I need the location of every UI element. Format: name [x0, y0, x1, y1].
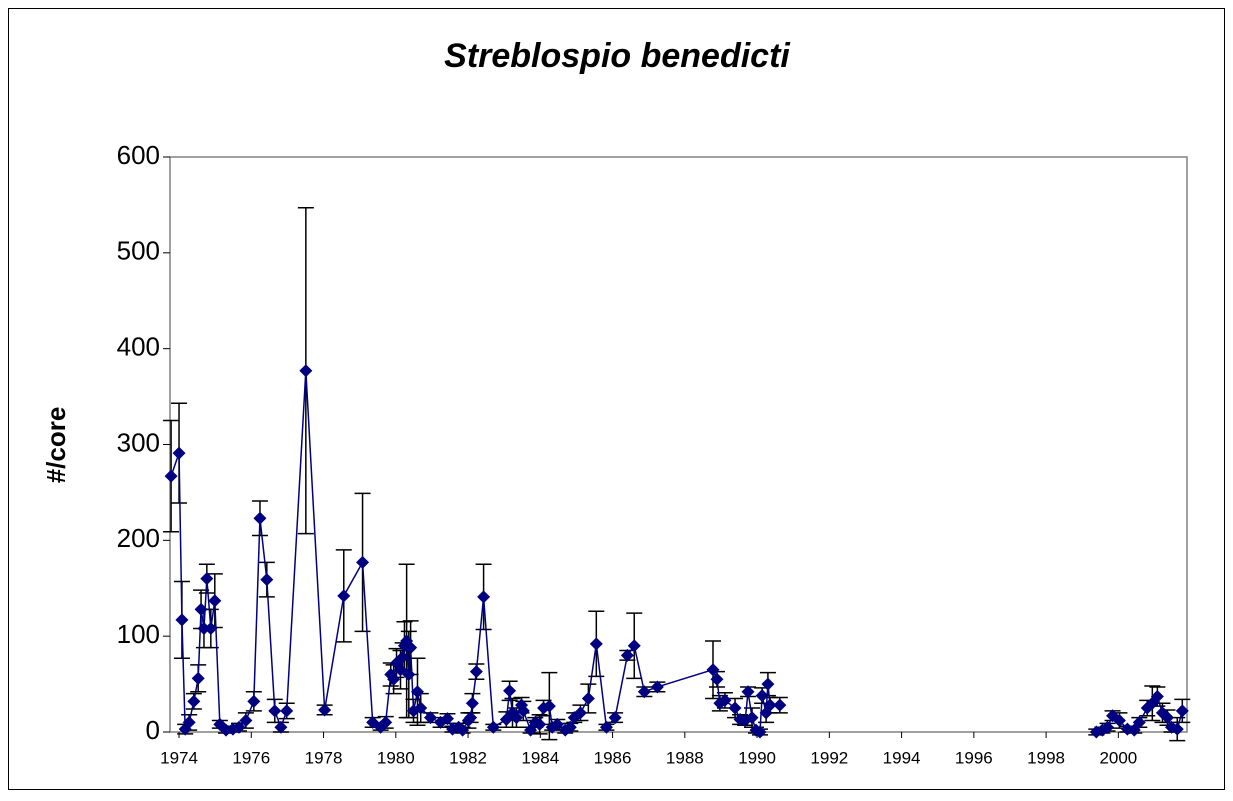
- data-point: [563, 720, 577, 734]
- x-tick-label: 1998: [1027, 748, 1065, 767]
- data-point: [503, 684, 517, 698]
- data-point: [608, 711, 622, 725]
- data-point: [550, 717, 564, 731]
- data-point: [387, 672, 401, 686]
- data-point: [763, 698, 777, 712]
- y-tick-label: 300: [117, 427, 160, 457]
- data-point: [404, 641, 418, 655]
- data-point: [280, 704, 294, 718]
- data-point: [573, 706, 587, 720]
- data-point: [710, 672, 724, 686]
- y-tick-label: 0: [146, 715, 160, 745]
- data-point: [191, 671, 205, 685]
- y-axis-label: #/core: [41, 407, 71, 484]
- data-point: [755, 689, 769, 703]
- data-point: [396, 650, 410, 664]
- data-point: [1170, 722, 1184, 736]
- data-point: [620, 648, 634, 662]
- data-point: [268, 704, 282, 718]
- data-point: [486, 720, 500, 734]
- y-tick-label: 600: [117, 140, 160, 170]
- data-point: [728, 701, 742, 715]
- data-point: [533, 717, 547, 731]
- data-point: [499, 713, 513, 727]
- data-point: [773, 698, 787, 712]
- data-point: [414, 701, 428, 715]
- data-point: [204, 622, 218, 635]
- data-point: [1101, 720, 1115, 734]
- y-tick-label: 100: [117, 619, 160, 649]
- data-point: [516, 704, 530, 718]
- data-point: [637, 685, 651, 699]
- x-tick-label: 1984: [521, 748, 559, 767]
- data-point: [1112, 714, 1126, 727]
- x-tick-label: 1976: [232, 748, 270, 767]
- x-tick-label: 1988: [666, 748, 704, 767]
- data-point: [239, 714, 253, 727]
- x-tick-label: 1974: [160, 748, 198, 767]
- data-point: [299, 364, 313, 378]
- data-point: [456, 723, 470, 737]
- plot-area: [169, 156, 1188, 733]
- x-tick-label: 1982: [449, 748, 487, 767]
- data-point: [253, 511, 267, 525]
- data-point: [753, 725, 767, 739]
- data-point: [465, 696, 479, 710]
- x-tick-label: 1994: [883, 748, 921, 767]
- data-point: [410, 685, 424, 699]
- y-tick-label: 200: [117, 523, 160, 553]
- data-point: [650, 680, 664, 694]
- data-point: [393, 663, 407, 677]
- data-point: [469, 665, 483, 679]
- data-point: [318, 703, 332, 717]
- data-point: [542, 699, 556, 713]
- data-point: [440, 712, 454, 726]
- data-point: [187, 694, 201, 708]
- x-tick-label: 2000: [1099, 748, 1137, 767]
- data-point: [274, 720, 288, 734]
- data-point: [627, 639, 641, 653]
- data-point: [718, 693, 732, 707]
- data-point: [260, 573, 274, 587]
- data-point: [194, 602, 208, 616]
- y-tick-label: 500: [117, 236, 160, 266]
- y-tick-label: 400: [117, 332, 160, 362]
- data-point: [741, 685, 755, 699]
- data-point: [1160, 711, 1174, 725]
- data-point: [745, 711, 759, 725]
- data-point: [232, 720, 246, 734]
- data-point: [761, 677, 775, 691]
- x-tick-label: 1978: [305, 748, 343, 767]
- data-point: [423, 711, 437, 725]
- data-point: [464, 711, 478, 725]
- data-point: [172, 446, 186, 460]
- chart-title: Streblospio benedicti: [444, 37, 791, 75]
- data-point: [208, 594, 222, 608]
- x-tick-label: 1992: [810, 748, 848, 767]
- data-point: [1132, 715, 1146, 729]
- x-tick-label: 1996: [955, 748, 993, 767]
- data-point: [706, 663, 720, 677]
- x-tick-label: 1986: [594, 748, 632, 767]
- data-point: [1175, 704, 1189, 718]
- data-point: [581, 691, 595, 705]
- data-point: [247, 694, 261, 708]
- data-point: [379, 715, 393, 729]
- data-point: [509, 711, 523, 725]
- data-point: [599, 720, 613, 734]
- data-point: [164, 469, 178, 483]
- data-point: [200, 572, 214, 586]
- data-point: [1150, 690, 1164, 704]
- x-tick-label: 1980: [377, 748, 415, 767]
- data-point: [182, 715, 196, 729]
- data-point: [175, 613, 189, 627]
- data-point: [197, 622, 211, 635]
- data-point: [402, 668, 416, 681]
- x-tick-label: 1990: [738, 748, 776, 767]
- data-point: [589, 637, 603, 651]
- data-point: [356, 555, 370, 569]
- data-point: [337, 589, 351, 603]
- data-point: [477, 590, 491, 604]
